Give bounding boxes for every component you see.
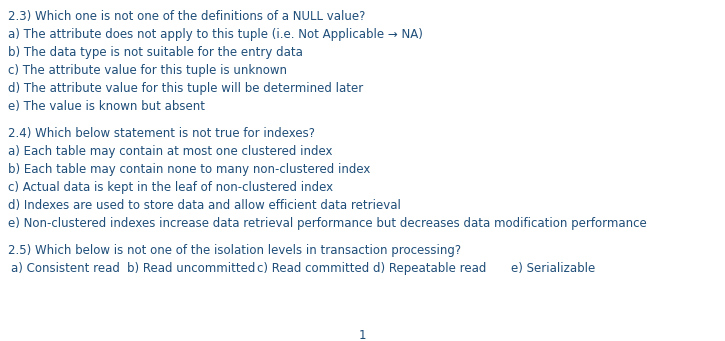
Text: d) Repeatable read: d) Repeatable read: [373, 262, 486, 275]
Text: e) Non-clustered indexes increase data retrieval performance but decreases data : e) Non-clustered indexes increase data r…: [8, 217, 647, 230]
Text: 2.4) Which below statement is not true for indexes?: 2.4) Which below statement is not true f…: [8, 127, 315, 140]
Text: 2.3) Which one is not one of the definitions of a NULL value?: 2.3) Which one is not one of the definit…: [8, 10, 365, 23]
Text: b) The data type is not suitable for the entry data: b) The data type is not suitable for the…: [8, 46, 303, 59]
Text: c) Actual data is kept in the leaf of non-clustered index: c) Actual data is kept in the leaf of no…: [8, 181, 333, 194]
Text: a) The attribute does not apply to this tuple (i.e. Not Applicable → NA): a) The attribute does not apply to this …: [8, 28, 423, 41]
Text: 2.5) Which below is not one of the isolation levels in transaction processing?: 2.5) Which below is not one of the isola…: [8, 244, 461, 257]
Text: a) Each table may contain at most one clustered index: a) Each table may contain at most one cl…: [8, 145, 333, 158]
Text: b) Each table may contain none to many non-clustered index: b) Each table may contain none to many n…: [8, 163, 370, 176]
Text: e) Serializable: e) Serializable: [511, 262, 595, 275]
Text: d) Indexes are used to store data and allow efficient data retrieval: d) Indexes are used to store data and al…: [8, 199, 401, 212]
Text: c) Read committed: c) Read committed: [257, 262, 370, 275]
Text: e) The value is known but absent: e) The value is known but absent: [8, 100, 205, 113]
Text: d) The attribute value for this tuple will be determined later: d) The attribute value for this tuple wi…: [8, 82, 363, 95]
Text: a) Consistent read: a) Consistent read: [11, 262, 120, 275]
Text: 1: 1: [359, 329, 366, 341]
Text: c) The attribute value for this tuple is unknown: c) The attribute value for this tuple is…: [8, 64, 287, 77]
Text: b) Read uncommitted: b) Read uncommitted: [127, 262, 255, 275]
